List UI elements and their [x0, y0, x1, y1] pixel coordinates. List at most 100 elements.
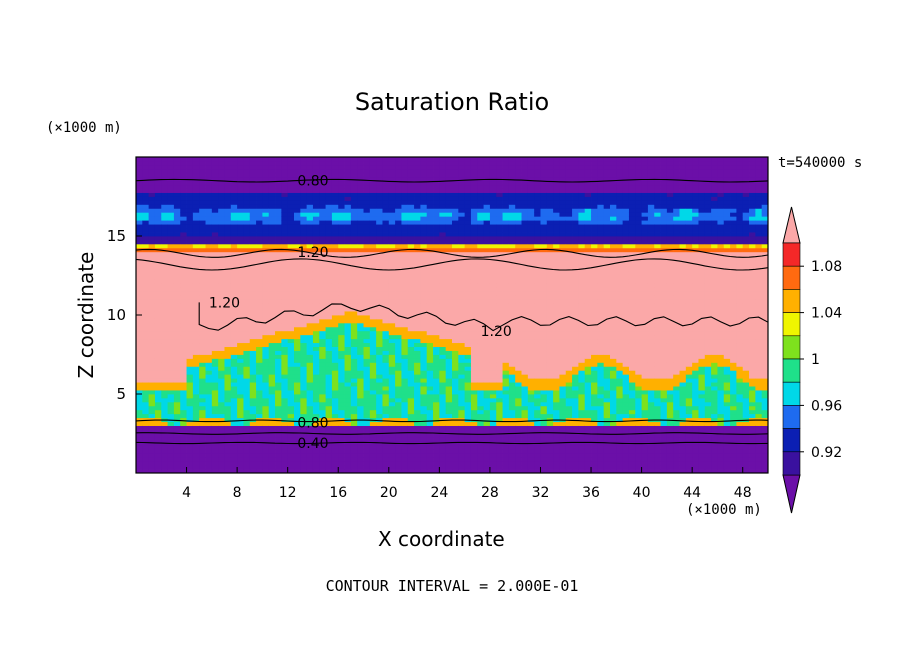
field-cell [325, 437, 333, 442]
field-cell [218, 259, 225, 265]
field-cell [136, 382, 143, 387]
field-cell [508, 386, 516, 391]
field-cell [256, 382, 263, 387]
field-cell [186, 409, 194, 415]
field-cell [508, 445, 516, 450]
field-cell [281, 160, 289, 166]
field-cell [148, 449, 156, 454]
field-cell [515, 401, 522, 407]
field-cell [350, 342, 358, 347]
field-cell [319, 220, 326, 225]
field-cell [439, 401, 447, 407]
field-cell [382, 224, 390, 229]
field-cell [154, 334, 162, 340]
field-cell [275, 275, 282, 280]
field-cell [180, 469, 187, 473]
field-cell [300, 232, 308, 237]
field-cell [502, 236, 510, 241]
field-cell [331, 370, 339, 375]
field-cell [452, 172, 459, 178]
field-cell [294, 311, 301, 316]
field-cell [433, 315, 440, 320]
field-cell [489, 299, 497, 304]
field-cell [262, 318, 270, 324]
field-cell [142, 346, 150, 351]
field-cell [300, 401, 308, 407]
field-cell [420, 299, 428, 304]
field-cell [180, 322, 187, 328]
field-cell [407, 220, 415, 225]
field-cell [350, 160, 358, 166]
field-cell [420, 208, 428, 213]
field-cell [477, 204, 484, 209]
field-cell [382, 279, 390, 284]
field-cell [426, 303, 434, 308]
field-cell [439, 239, 447, 245]
field-cell [173, 216, 181, 221]
field-cell [325, 342, 333, 347]
field-cell [243, 196, 251, 201]
field-cell [243, 441, 251, 446]
field-cell [496, 350, 503, 355]
field-cell [218, 457, 225, 462]
field-cell [477, 346, 484, 351]
field-cell [142, 342, 150, 347]
field-cell [376, 184, 383, 189]
field-cell [237, 330, 244, 336]
field-cell [237, 255, 244, 261]
field-cell [154, 291, 162, 296]
field-cell [477, 401, 484, 407]
field-cell [256, 386, 263, 391]
field-cell [407, 224, 415, 229]
field-cell [470, 461, 478, 466]
field-cell [319, 386, 326, 391]
field-cell [136, 236, 143, 241]
field-cell [249, 346, 257, 351]
field-cell [173, 374, 181, 379]
field-cell [483, 224, 491, 229]
field-cell [433, 469, 440, 473]
field-cell [287, 465, 295, 470]
field-cell [426, 239, 434, 245]
field-cell [161, 224, 168, 229]
field-cell [312, 425, 320, 430]
field-cell [363, 251, 371, 257]
field-cell [439, 334, 447, 340]
field-cell [388, 216, 396, 221]
field-cell [275, 208, 282, 213]
field-cell [433, 279, 440, 284]
field-cell [464, 330, 472, 336]
field-cell [218, 291, 225, 296]
field-cell [508, 204, 516, 209]
field-cell [237, 196, 244, 201]
field-cell [154, 338, 162, 344]
field-cell [420, 279, 428, 284]
field-cell [136, 449, 143, 454]
field-cell [243, 275, 251, 280]
field-cell [167, 457, 175, 462]
field-cell [489, 168, 497, 174]
field-cell [275, 196, 282, 201]
field-cell [237, 259, 244, 265]
field-cell [357, 164, 364, 170]
field-cell [489, 374, 497, 379]
field-cell [344, 220, 352, 225]
field-cell [256, 287, 263, 292]
field-cell [496, 200, 503, 205]
field-cell [192, 315, 200, 320]
field-cell [420, 287, 428, 292]
field-cell [180, 224, 187, 229]
field-cell [154, 208, 162, 213]
field-cell [136, 413, 143, 419]
field-cell [173, 394, 181, 399]
field-cell [496, 315, 503, 320]
field-cell [211, 172, 219, 178]
field-cell [237, 374, 244, 379]
field-cell [262, 275, 270, 280]
field-cell [376, 322, 383, 328]
field-cell [218, 409, 225, 415]
field-cell [458, 303, 466, 308]
field-cell [154, 275, 162, 280]
field-cell [161, 390, 168, 395]
field-cell [382, 421, 390, 426]
